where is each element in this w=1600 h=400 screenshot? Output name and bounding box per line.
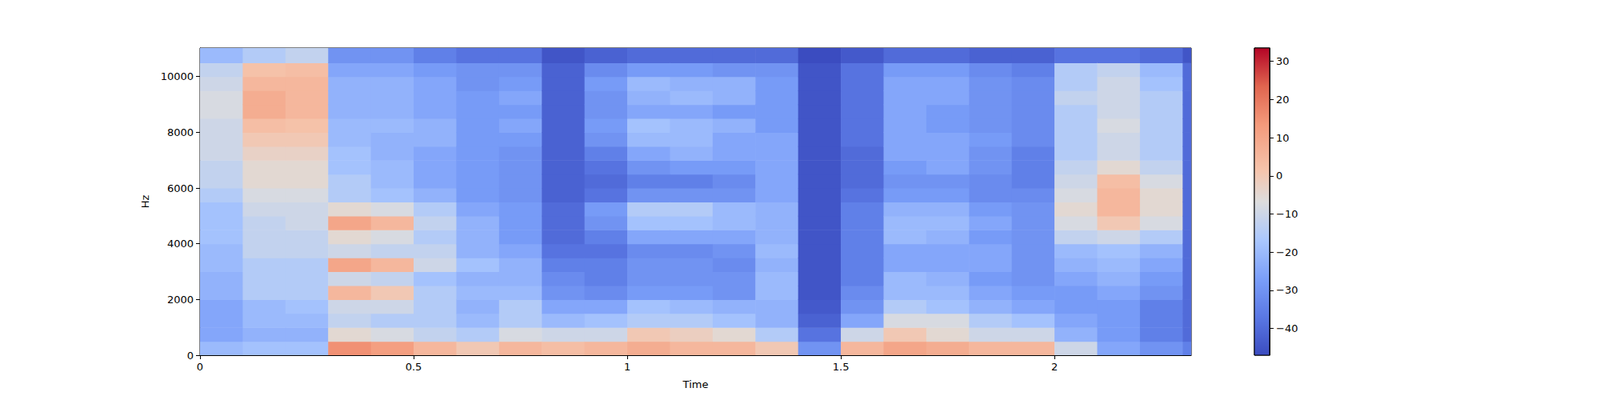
svg-text:−10: −10: [1276, 208, 1298, 220]
svg-text:4000: 4000: [167, 237, 194, 250]
svg-text:10000: 10000: [160, 70, 194, 83]
svg-text:1.5: 1.5: [832, 360, 850, 373]
svg-text:0: 0: [196, 360, 204, 373]
svg-text:−20: −20: [1276, 246, 1298, 259]
svg-text:1: 1: [624, 360, 631, 373]
svg-text:Hz: Hz: [139, 195, 152, 209]
svg-text:−30: −30: [1276, 284, 1298, 296]
svg-text:0.5: 0.5: [405, 360, 423, 373]
svg-text:10: 10: [1276, 132, 1290, 144]
svg-text:6000: 6000: [167, 182, 194, 195]
svg-text:8000: 8000: [167, 126, 194, 139]
svg-text:20: 20: [1276, 93, 1290, 106]
svg-text:0: 0: [187, 349, 194, 362]
svg-text:Time: Time: [682, 378, 709, 391]
svg-text:30: 30: [1276, 55, 1290, 68]
svg-text:−40: −40: [1276, 322, 1298, 335]
svg-text:2000: 2000: [167, 293, 194, 306]
svg-text:0: 0: [1276, 169, 1283, 182]
svg-text:2: 2: [1051, 360, 1058, 373]
